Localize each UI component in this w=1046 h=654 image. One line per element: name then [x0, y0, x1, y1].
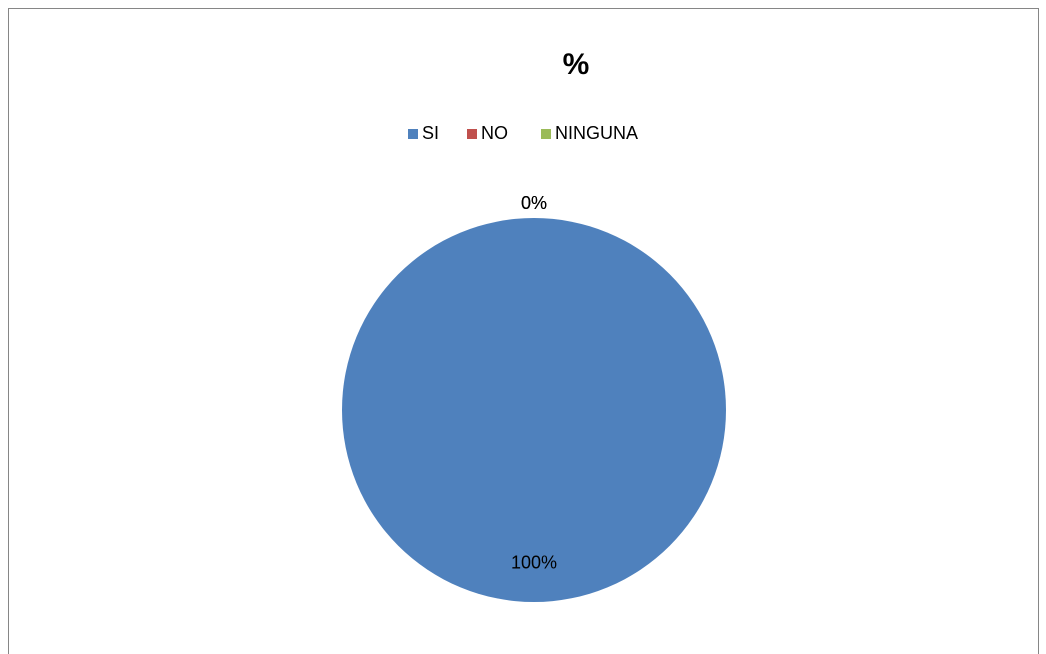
data-label: 0%: [521, 193, 547, 213]
data-label: 100%: [511, 552, 557, 572]
legend-swatch: [541, 129, 551, 139]
pie-slice: [342, 218, 726, 602]
legend-label: SI: [422, 123, 439, 143]
legend-swatch: [467, 129, 477, 139]
legend-label: NO: [481, 123, 508, 143]
legend-swatch: [408, 129, 418, 139]
legend-label: NINGUNA: [555, 123, 638, 143]
chart-title: %: [563, 48, 590, 81]
data-label: 0%: [521, 193, 547, 213]
